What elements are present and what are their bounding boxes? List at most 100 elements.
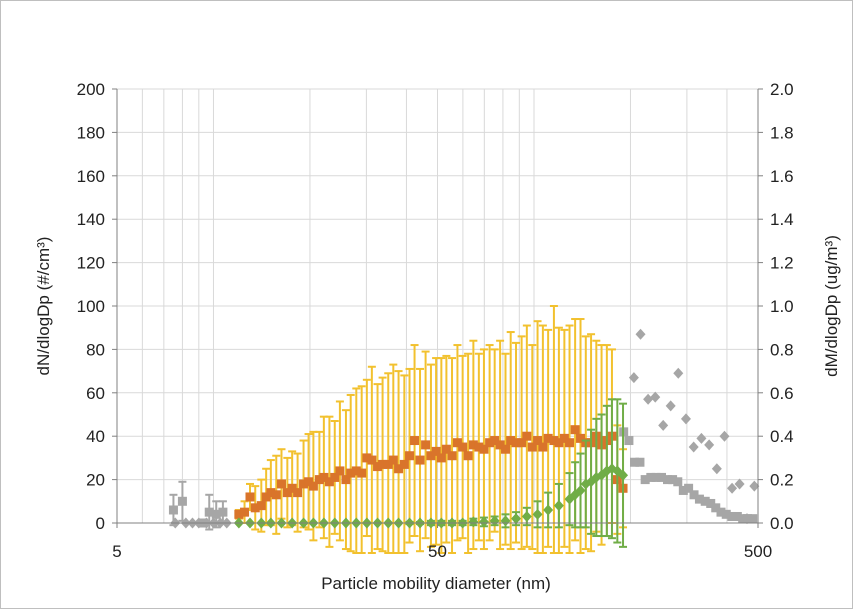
number-concentration-point xyxy=(266,488,276,498)
mass-concentration-point xyxy=(478,516,489,528)
number-concentration-point xyxy=(405,451,415,461)
y-tick-label-right: 0.2 xyxy=(770,471,794,490)
mass-out-of-range-point xyxy=(711,463,722,475)
mass-out-of-range-point xyxy=(665,400,676,412)
number-concentration-point xyxy=(441,444,451,454)
mass-concentration-point xyxy=(618,469,629,481)
number-out-of-range-point xyxy=(689,490,699,500)
number-concentration-point xyxy=(426,451,436,461)
number-concentration-point xyxy=(436,453,446,463)
number-concentration-point xyxy=(330,472,340,482)
data-series xyxy=(168,305,760,554)
axes xyxy=(112,88,763,528)
number-concentration-point xyxy=(261,492,271,502)
mass-out-of-range-point xyxy=(643,393,654,405)
number-out-of-range-point xyxy=(651,472,661,482)
mass-concentration-point xyxy=(511,513,522,525)
number-concentration-point xyxy=(383,459,393,469)
mass-out-of-range-point xyxy=(727,482,738,494)
mass-concentration-point xyxy=(468,516,479,528)
y-tick-label-left: 200 xyxy=(77,80,105,99)
mass-concentration-point xyxy=(489,515,500,527)
number-concentration-point xyxy=(421,440,431,450)
y-tick-label-left: 100 xyxy=(77,297,105,316)
number-concentration-point xyxy=(250,503,260,513)
number-concentration-point xyxy=(308,481,318,491)
y-tick-label-right: 1.6 xyxy=(770,167,794,186)
mass-out-of-range-point xyxy=(749,480,760,492)
y-tick-label-left: 40 xyxy=(86,427,105,446)
number-concentration-point xyxy=(458,442,468,452)
number-concentration-point xyxy=(271,490,281,500)
number-concentration-point xyxy=(565,438,575,448)
number-concentration-point xyxy=(293,488,303,498)
number-concentration-point xyxy=(431,446,441,456)
number-concentration-point xyxy=(299,479,309,489)
x-tick-label: 50 xyxy=(428,542,447,561)
mass-out-of-range-point xyxy=(628,372,639,384)
number-concentration-point xyxy=(511,438,521,448)
y-tick-label-right: 0.6 xyxy=(770,384,794,403)
mass-out-of-range-point xyxy=(680,413,691,425)
number-concentration-point xyxy=(346,468,356,478)
number-concentration-point xyxy=(276,479,286,489)
number-out-of-range-point xyxy=(211,509,221,519)
number-concentration xyxy=(234,305,628,554)
y-tick-label-right: 0.8 xyxy=(770,340,794,359)
y-tick-label-left: 60 xyxy=(86,384,105,403)
number-concentration-point xyxy=(319,472,329,482)
y-tick-label-left: 20 xyxy=(86,471,105,490)
x-tick-label: 5 xyxy=(112,542,121,561)
number-out-of-range-point xyxy=(716,507,726,517)
number-concentration-point xyxy=(240,507,250,517)
mass-out-of-range-point xyxy=(704,439,715,451)
y-tick-label-right: 1.2 xyxy=(770,254,794,273)
number-concentration-point xyxy=(468,440,478,450)
number-out-of-range-point xyxy=(177,496,187,506)
number-out-of-range-point xyxy=(732,511,742,521)
number-out-of-range-point xyxy=(624,436,634,446)
number-concentration-point xyxy=(533,436,543,446)
number-concentration-point xyxy=(282,488,292,498)
number-concentration-point xyxy=(324,477,334,487)
number-out-of-range-point xyxy=(721,509,731,519)
number-concentration-point xyxy=(304,477,314,487)
number-concentration-point xyxy=(415,455,425,465)
x-tick-label: 500 xyxy=(744,542,772,561)
mass-concentration-point xyxy=(500,515,511,527)
number-out-of-range-point xyxy=(711,503,721,513)
number-out-of-range-point xyxy=(657,472,667,482)
number-out-of-range-point xyxy=(218,507,228,517)
number-concentration-point xyxy=(362,453,372,463)
y-tick-label-left: 120 xyxy=(77,254,105,273)
y-tick-label-left: 180 xyxy=(77,123,105,142)
number-concentration-point xyxy=(576,433,586,443)
y-tick-label-right: 1.8 xyxy=(770,123,794,142)
number-out-of-range-point xyxy=(700,496,710,506)
number-out-of-range-point xyxy=(748,514,758,524)
tick-labels: 0 20 40 60 80 100 120 140 160 180 200 0.0 0.2 0.4 0.6 0… xyxy=(77,80,794,561)
number-concentration-point xyxy=(490,436,500,446)
number-out-of-range-point xyxy=(727,511,737,521)
mass-concentration-point xyxy=(553,500,564,512)
number-concentration-point xyxy=(287,483,297,493)
number-concentration-point xyxy=(256,501,266,511)
mass-concentration-point xyxy=(521,510,532,522)
number-concentration-point xyxy=(341,475,351,485)
number-out-of-range-point xyxy=(678,485,688,495)
y-tick-label-right: 1.4 xyxy=(770,210,794,229)
number-concentration-point xyxy=(410,436,420,446)
number-concentration-point xyxy=(394,464,404,474)
number-concentration-point xyxy=(554,438,564,448)
number-out-of-range-point xyxy=(694,494,704,504)
number-concentration-point xyxy=(335,466,345,476)
number-concentration-point xyxy=(479,444,489,454)
number-out-of-range-point xyxy=(663,475,673,485)
number-out-of-range-point xyxy=(204,507,214,517)
number-out-of-range-point xyxy=(635,457,645,467)
x-axis-title: Particle mobility diameter (nm) xyxy=(321,574,551,593)
number-out-of-range-point xyxy=(684,483,694,493)
y-tick-label-left: 140 xyxy=(77,210,105,229)
